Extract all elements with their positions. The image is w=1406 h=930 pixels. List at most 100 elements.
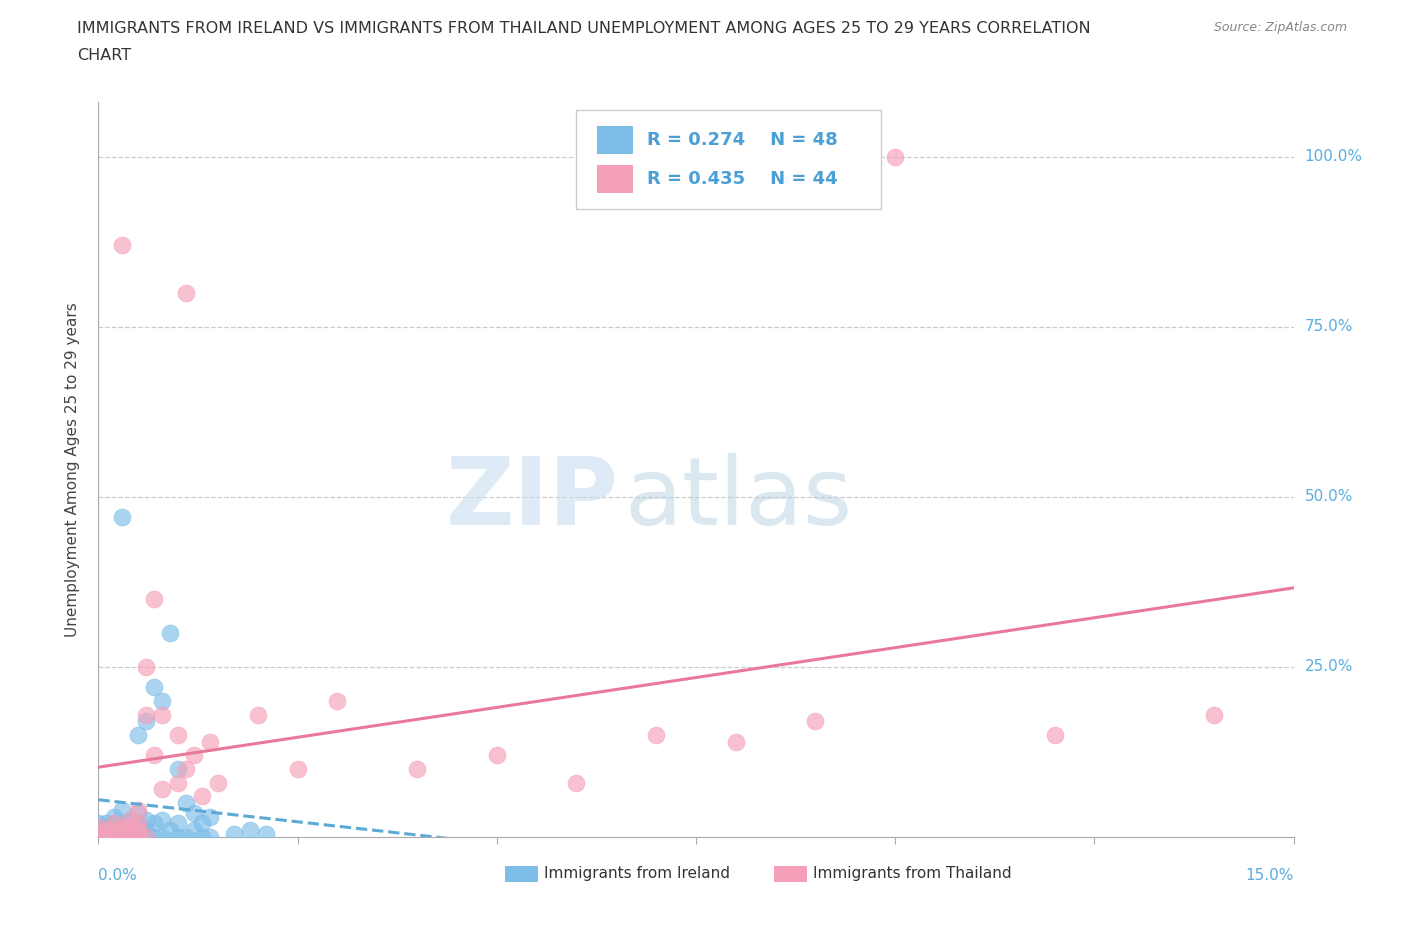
Point bbox=[127, 816, 149, 830]
Point bbox=[191, 789, 214, 804]
Point bbox=[135, 813, 157, 828]
Bar bbox=[596, 165, 633, 193]
Point bbox=[645, 727, 668, 742]
Point bbox=[103, 830, 125, 844]
Text: atlas: atlas bbox=[624, 453, 852, 545]
Point bbox=[565, 775, 588, 790]
Point bbox=[120, 813, 142, 828]
Text: Immigrants from Ireland: Immigrants from Ireland bbox=[544, 866, 730, 882]
Point bbox=[183, 823, 205, 838]
Text: ZIP: ZIP bbox=[446, 453, 619, 545]
Point bbox=[150, 707, 173, 722]
Point bbox=[96, 830, 118, 844]
Point bbox=[103, 816, 125, 830]
Point bbox=[127, 830, 149, 844]
Point bbox=[120, 830, 142, 844]
Point bbox=[87, 826, 110, 841]
Point bbox=[103, 823, 125, 838]
Point bbox=[120, 819, 142, 834]
Point bbox=[406, 762, 429, 777]
Point bbox=[135, 707, 157, 722]
Point bbox=[127, 830, 149, 844]
Text: 25.0%: 25.0% bbox=[1305, 659, 1353, 674]
Point bbox=[287, 762, 309, 777]
Point bbox=[174, 762, 197, 777]
Point bbox=[1202, 707, 1225, 722]
Point bbox=[183, 748, 205, 763]
Point bbox=[174, 795, 197, 810]
Point bbox=[326, 694, 349, 709]
Point bbox=[120, 813, 142, 828]
Point bbox=[87, 823, 110, 838]
Point bbox=[87, 819, 110, 834]
Point bbox=[183, 805, 205, 820]
Point bbox=[884, 150, 907, 165]
Point bbox=[87, 816, 110, 830]
Point bbox=[207, 775, 229, 790]
Point bbox=[198, 809, 221, 824]
Point bbox=[191, 816, 214, 830]
Point bbox=[135, 830, 157, 844]
Point bbox=[150, 813, 173, 828]
Point bbox=[167, 762, 190, 777]
Point bbox=[120, 819, 142, 834]
Point bbox=[111, 816, 134, 830]
Point bbox=[111, 238, 134, 253]
Point bbox=[143, 830, 166, 844]
Point bbox=[103, 809, 125, 824]
Bar bbox=[773, 866, 807, 882]
Point bbox=[167, 775, 190, 790]
Text: IMMIGRANTS FROM IRELAND VS IMMIGRANTS FROM THAILAND UNEMPLOYMENT AMONG AGES 25 T: IMMIGRANTS FROM IRELAND VS IMMIGRANTS FR… bbox=[77, 21, 1091, 36]
Point bbox=[143, 680, 166, 695]
Point bbox=[111, 830, 134, 844]
Point bbox=[804, 714, 827, 729]
Point bbox=[150, 830, 173, 844]
Point bbox=[135, 830, 157, 844]
Point bbox=[246, 707, 269, 722]
Point bbox=[159, 823, 181, 838]
Point bbox=[96, 823, 118, 838]
Point bbox=[103, 830, 125, 844]
Text: 100.0%: 100.0% bbox=[1305, 149, 1362, 165]
Point bbox=[127, 823, 149, 838]
Point bbox=[143, 591, 166, 606]
Point bbox=[111, 803, 134, 817]
Point bbox=[167, 816, 190, 830]
Point bbox=[103, 823, 125, 838]
Point bbox=[198, 735, 221, 750]
Point bbox=[135, 659, 157, 674]
Point bbox=[150, 782, 173, 797]
Text: 75.0%: 75.0% bbox=[1305, 319, 1353, 334]
Text: CHART: CHART bbox=[77, 48, 131, 63]
Point bbox=[96, 816, 118, 830]
Text: 0.0%: 0.0% bbox=[98, 868, 138, 883]
FancyBboxPatch shape bbox=[576, 110, 882, 209]
Point bbox=[222, 826, 245, 841]
Point bbox=[127, 816, 149, 830]
Point bbox=[135, 714, 157, 729]
Point bbox=[724, 735, 747, 750]
Text: 50.0%: 50.0% bbox=[1305, 489, 1353, 504]
Point bbox=[159, 626, 181, 641]
Text: R = 0.274    N = 48: R = 0.274 N = 48 bbox=[647, 131, 838, 149]
Point bbox=[1043, 727, 1066, 742]
Point bbox=[485, 748, 508, 763]
Text: 15.0%: 15.0% bbox=[1246, 868, 1294, 883]
Point bbox=[135, 823, 157, 838]
Point bbox=[239, 823, 262, 838]
Point bbox=[254, 826, 277, 841]
Point bbox=[143, 816, 166, 830]
Point bbox=[111, 510, 134, 525]
Text: Immigrants from Thailand: Immigrants from Thailand bbox=[813, 866, 1012, 882]
Point bbox=[111, 823, 134, 838]
Point bbox=[127, 803, 149, 817]
Text: Source: ZipAtlas.com: Source: ZipAtlas.com bbox=[1213, 21, 1347, 34]
Point bbox=[111, 819, 134, 834]
Point bbox=[111, 830, 134, 844]
Point bbox=[103, 816, 125, 830]
Point bbox=[96, 819, 118, 834]
Point bbox=[174, 286, 197, 300]
Bar bbox=[505, 866, 538, 882]
Point bbox=[127, 823, 149, 838]
Point bbox=[174, 830, 197, 844]
